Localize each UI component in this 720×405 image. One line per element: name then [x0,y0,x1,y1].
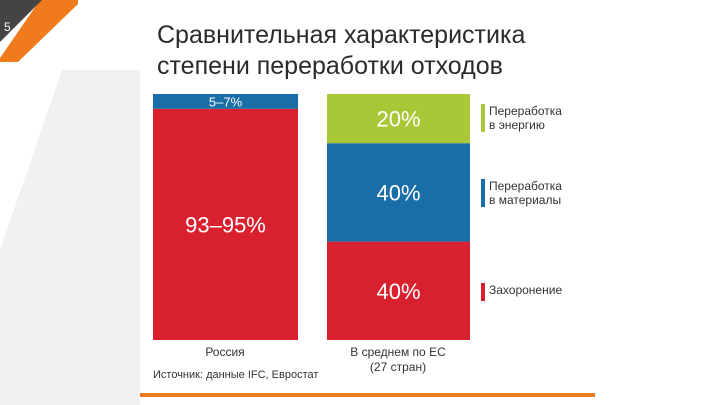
legend-label: Захоронение [489,283,562,297]
bar-value-label: 5–7% [209,94,243,109]
bar-segment-eu-2 [327,94,470,144]
bar-segment-russia-0 [153,108,298,340]
source-note: Источник: данные IFC, Евростат [153,369,318,381]
category-label-eu-line1: В среднем по ЕС [350,345,446,359]
bottom-accent-line [140,393,595,397]
bar-value-label: 40% [376,180,420,205]
bar-value-label: 20% [376,107,420,132]
legend-label: Переработка [489,179,562,193]
legend-label-line2: в материалы [489,193,561,207]
bar-segment-russia-1 [153,94,298,109]
chart-title: Сравнительная характеристика степени пер… [157,21,526,80]
bar-segment-eu-0 [327,241,470,340]
legend-label-line2: в энергию [489,118,545,132]
bar-value-label: 93–95% [185,212,266,237]
bar-value-label: 40% [376,279,420,304]
slide-number: 5 [4,20,11,34]
legend-label: Переработка [489,104,562,118]
category-label-russia: Россия [205,345,244,359]
legend-swatch [481,104,485,132]
category-label-eu-line2: (27 стран) [370,360,426,374]
legend-swatch [481,283,485,301]
bar-segment-eu-1 [327,143,470,242]
legend-swatch [481,179,485,207]
